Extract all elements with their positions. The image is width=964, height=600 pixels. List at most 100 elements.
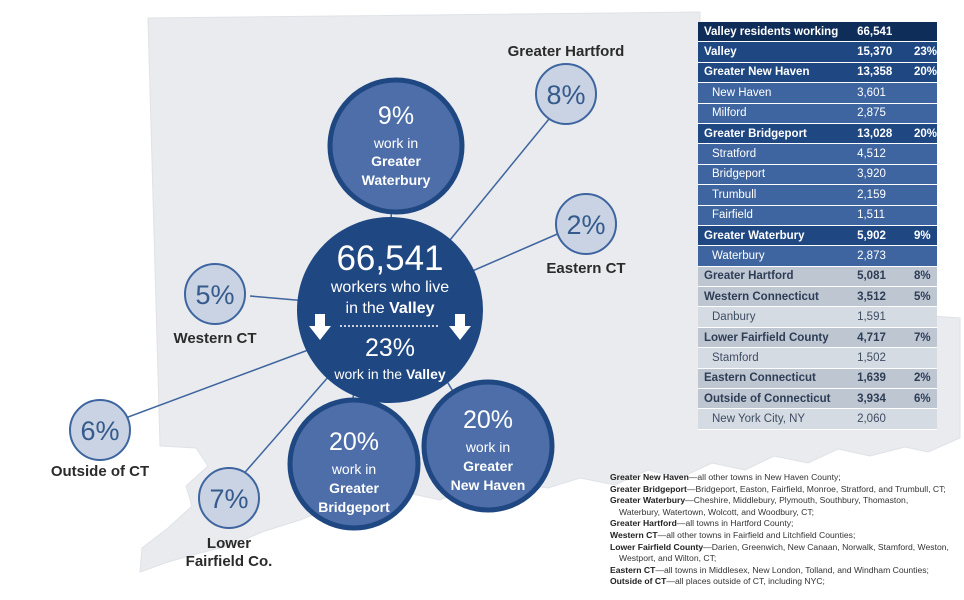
table-row: Stamford 1,502 (698, 347, 937, 369)
table-cell-label: Waterbury (698, 245, 852, 267)
table-cell-label: Stratford (698, 143, 852, 165)
definition-text: —all other towns in Fairfield and Litchf… (657, 529, 856, 540)
workers-table: Valley residents working 66,541 Valley 15,3… (698, 22, 937, 430)
table-row: Valley residents working 66,541 (698, 22, 937, 43)
western-label: Western CT (173, 330, 256, 347)
table-cell-value: 3,512 (851, 286, 908, 308)
table-row: Stratford 4,512 (698, 143, 937, 165)
table-cell-label: Milford (698, 103, 852, 124)
definition-item: Greater Hartford—all towns in Hartford C… (610, 518, 950, 530)
table-cell-pct (907, 347, 937, 369)
table-cell-label: Greater New Haven (698, 62, 852, 84)
table-row: Greater Bridgeport 13,028 20% (698, 123, 937, 145)
table-cell-pct: 6% (907, 388, 937, 410)
table-cell-label: Stamford (698, 347, 852, 369)
table-cell-pct (907, 184, 937, 206)
table-cell-label: Greater Bridgeport (698, 123, 852, 145)
line-hartford (449, 107, 559, 241)
bridgeport-bold1: Greater (329, 480, 379, 496)
bridgeport-pct: 20% (329, 428, 379, 456)
lower-fairfield-label-2: Fairfield Co. (186, 553, 273, 570)
region-definitions: Greater New Haven—all other towns in New… (610, 472, 950, 588)
definition-text: —all places outside of CT, including NYC… (666, 576, 825, 587)
table-row: Bridgeport 3,920 (698, 164, 937, 186)
table-cell-pct: 23% (907, 41, 937, 63)
table-cell-label: Greater Waterbury (698, 225, 852, 247)
center-number: 66,541 (336, 239, 443, 278)
small-bubble-western: 5% Western CT (173, 263, 257, 347)
table-cell-pct: 20% (907, 123, 937, 145)
table-row: Milford 2,875 (698, 103, 937, 124)
small-bubble-eastern: 2% Eastern CT (546, 193, 626, 277)
table-cell-pct: 5% (907, 286, 937, 308)
lower-fairfield-pct: 7% (209, 484, 248, 514)
small-bubble-outside: 6% Outside of CT (51, 399, 149, 480)
definition-text: —all towns in Middlesex, New London, Tol… (655, 564, 929, 575)
waterbury-bold1: Greater (371, 153, 421, 169)
newhaven-line1: work in (465, 439, 510, 455)
hartford-label: Greater Hartford (508, 43, 625, 60)
table-cell-value: 15,370 (851, 41, 908, 63)
line-eastern (469, 231, 563, 273)
table-cell-pct (907, 306, 937, 328)
bridgeport-line1: work in (331, 461, 376, 477)
table-cell-label: Lower Fairfield County (698, 327, 852, 349)
table-cell-value: 3,601 (851, 82, 908, 104)
lower-fairfield-label-1: Lower (207, 535, 251, 552)
center-pct: 23% (365, 334, 415, 362)
table-cell-value: 1,639 (851, 368, 908, 390)
table-cell-label: Fairfield (698, 205, 852, 226)
table-row: Greater Waterbury 5,902 9% (698, 225, 937, 247)
waterbury-line1: work in (373, 135, 418, 151)
definition-item: Outside of CT—all places outside of CT, … (610, 576, 950, 588)
table-cell-pct: 2% (907, 368, 937, 390)
western-pct: 5% (195, 280, 234, 310)
table-cell-value: 3,920 (851, 164, 908, 186)
table-cell-pct: 9% (907, 225, 937, 247)
table-row: Outside of Connecticut 3,934 6% (698, 388, 937, 410)
table-cell-label: Outside of Connecticut (698, 388, 852, 410)
waterbury-bold2: Waterbury (362, 172, 431, 188)
definition-item: Greater Waterbury—Cheshire, Middlebury, … (610, 495, 950, 518)
definition-term: Greater Bridgeport (610, 483, 687, 494)
center-line1: workers who live (330, 279, 449, 296)
definition-term: Lower Fairfield County (610, 541, 704, 552)
table-cell-pct (907, 82, 937, 104)
bubble-valley-center: 66,541 workers who live in the Valley 23… (297, 217, 483, 403)
hartford-pct: 8% (546, 80, 585, 110)
table-cell-pct (907, 22, 937, 43)
bridgeport-bold2: Bridgeport (318, 499, 390, 515)
outside-pct: 6% (80, 416, 119, 446)
newhaven-bold1: Greater (463, 458, 513, 474)
definition-term: Western CT (610, 529, 658, 540)
line-outside (119, 339, 336, 421)
definition-term: Outside of CT (610, 576, 667, 587)
table-cell-value: 4,512 (851, 143, 908, 165)
table-cell-label: Greater Hartford (698, 266, 852, 288)
table-cell-value: 2,060 (851, 408, 908, 430)
table-row: Trumbull 2,159 (698, 184, 937, 206)
definition-text: —all other towns in New Haven County; (688, 472, 841, 482)
definition-text: —Darien, Greenwich, New Canaan, Norwalk,… (619, 541, 949, 564)
table-cell-pct: 8% (907, 266, 937, 288)
arrow-down-right-icon (449, 314, 471, 340)
table-cell-label: Eastern Connecticut (698, 368, 852, 390)
table-cell-pct (907, 245, 937, 267)
eastern-pct: 2% (566, 210, 605, 240)
newhaven-bold2: New Haven (451, 477, 526, 493)
definition-item: Greater Bridgeport—Bridgeport, Easton, F… (610, 484, 950, 496)
table-cell-label: Valley (698, 41, 852, 63)
table-cell-label: Bridgeport (698, 164, 852, 186)
table-row: Waterbury 2,873 (698, 245, 937, 267)
table-cell-value: 1,591 (851, 306, 908, 328)
table-cell-value: 13,028 (851, 123, 908, 145)
table-cell-label: Valley residents working (698, 22, 852, 43)
center-line2: in the Valley (346, 300, 435, 317)
bubble-greater-new-haven: 20% work in Greater New Haven (421, 379, 555, 513)
table-cell-pct (907, 205, 937, 226)
table-cell-value: 2,873 (851, 245, 908, 267)
table-cell-label: New Haven (698, 82, 852, 104)
table-cell-value: 3,934 (851, 388, 908, 410)
definition-text: —all towns in Hartford County; (676, 518, 794, 529)
